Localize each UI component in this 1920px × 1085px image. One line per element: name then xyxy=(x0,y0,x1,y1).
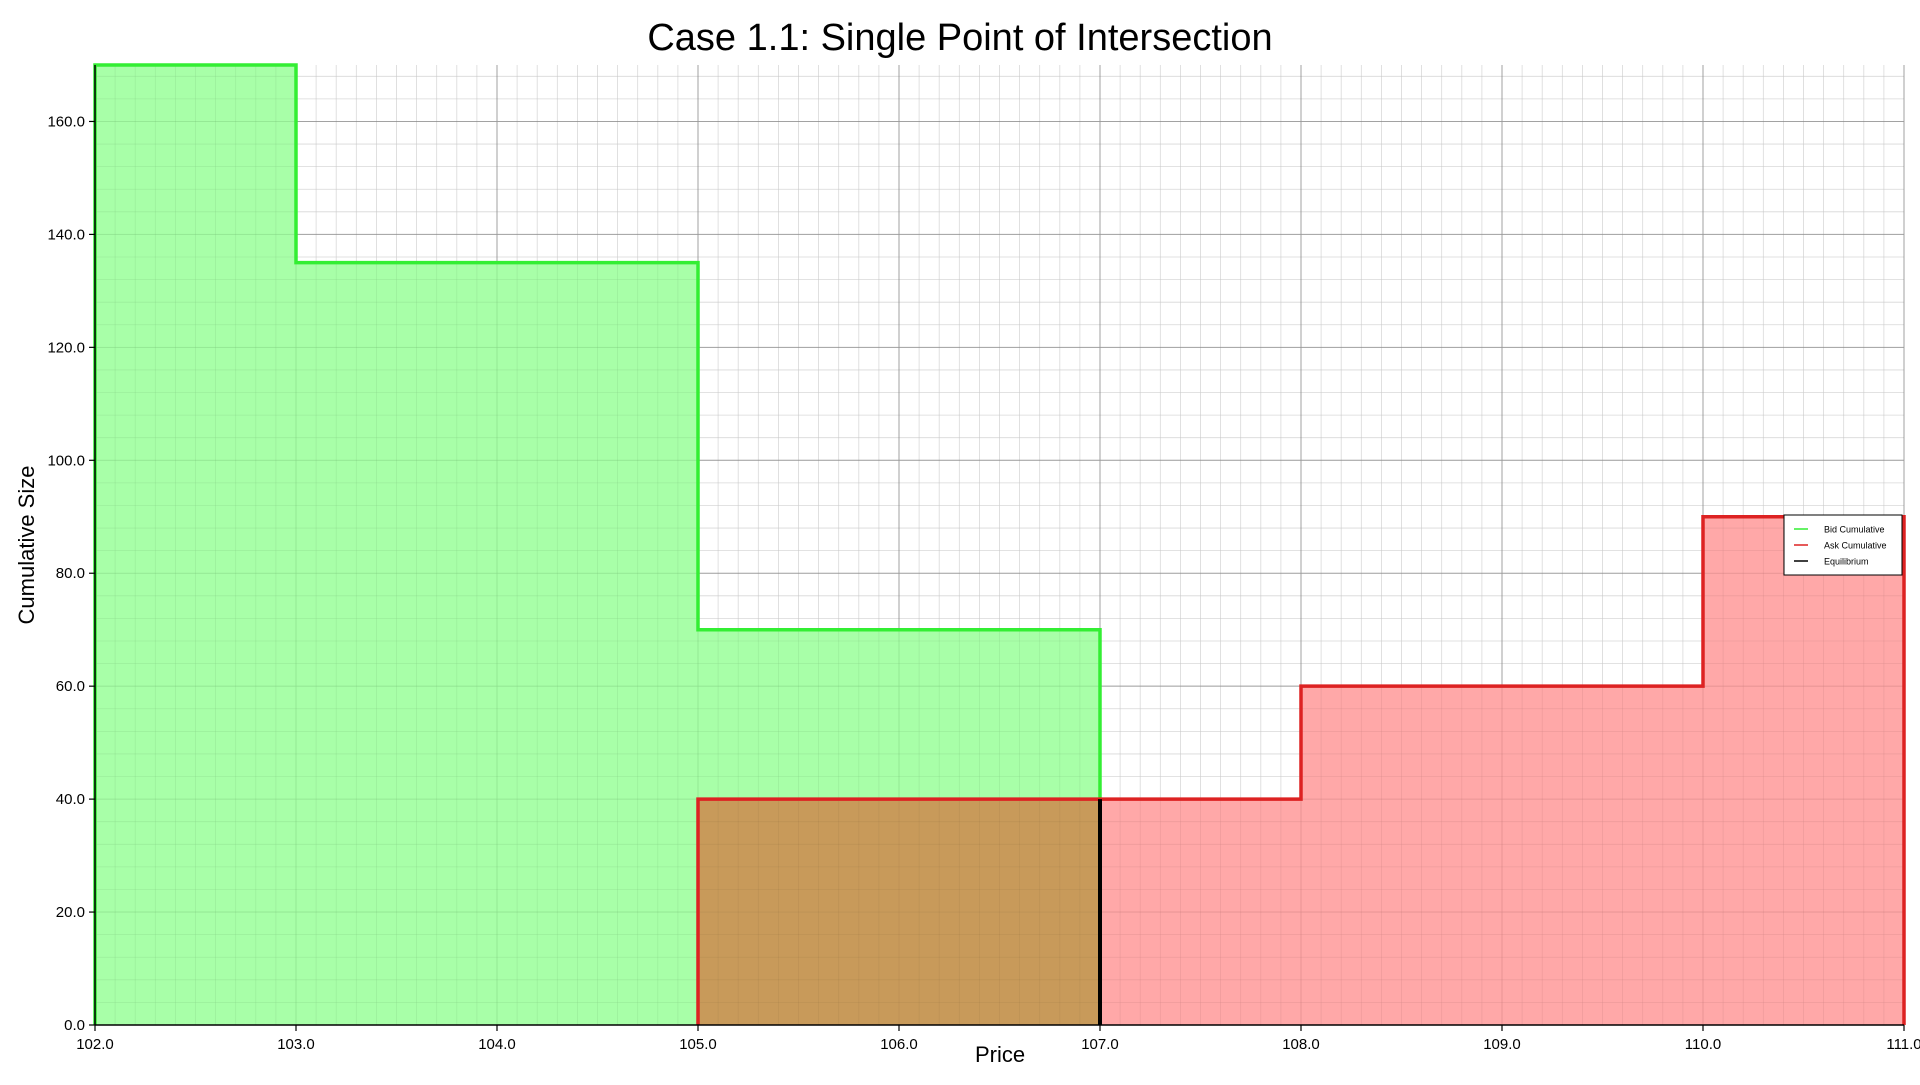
x-tick-label: 107.0 xyxy=(1081,1036,1119,1053)
axes: 102.0 103.0 104.0 105.0 106.0 107.0 108.0 109.0… xyxy=(47,65,1920,1053)
x-tick-label: 103.0 xyxy=(277,1036,315,1053)
legend-label: Equilibrium xyxy=(1824,557,1869,567)
y-tick-label: 0.0 xyxy=(64,1017,85,1034)
y-tick-label: 100.0 xyxy=(47,452,85,469)
x-tick-label: 110.0 xyxy=(1685,1036,1721,1053)
bid-cumulative-line xyxy=(93,63,1102,1025)
y-axis-label: Cumulative Size xyxy=(14,466,39,625)
area-fill xyxy=(296,262,698,1025)
legend-label: Ask Cumulative xyxy=(1824,541,1887,551)
y-tick-label: 120.0 xyxy=(47,339,85,356)
y-tick-label: 60.0 xyxy=(56,678,85,695)
y-tick-label: 160.0 xyxy=(47,113,85,130)
x-tick-label: 104.0 xyxy=(478,1036,516,1053)
area-fill xyxy=(1301,686,1703,1025)
x-tick-label: 109.0 xyxy=(1483,1036,1521,1053)
legend-label: Bid Cumulative xyxy=(1824,525,1885,535)
area-fills xyxy=(94,65,1905,1026)
y-tick-label: 20.0 xyxy=(56,904,85,921)
area-fill xyxy=(95,65,296,1025)
x-tick-label: 108.0 xyxy=(1282,1036,1320,1053)
x-tick-label: 111.0 xyxy=(1886,1036,1920,1053)
overlap-fill xyxy=(698,799,1100,1025)
legend: Bid Cumulative Ask Cumulative Equilibrium xyxy=(1783,514,1903,576)
x-tick-label: 105.0 xyxy=(679,1036,717,1053)
y-tick-label: 140.0 xyxy=(47,226,85,243)
chart-title: Case 1.1: Single Point of Intersection xyxy=(647,17,1272,59)
x-tick-label: 102.0 xyxy=(76,1036,114,1053)
area-fill xyxy=(1703,516,1904,1025)
x-tick-label: 106.0 xyxy=(880,1036,918,1053)
y-tick-label: 40.0 xyxy=(56,791,85,808)
x-axis-label: Price xyxy=(975,1042,1025,1067)
y-tick-label: 80.0 xyxy=(56,565,85,582)
